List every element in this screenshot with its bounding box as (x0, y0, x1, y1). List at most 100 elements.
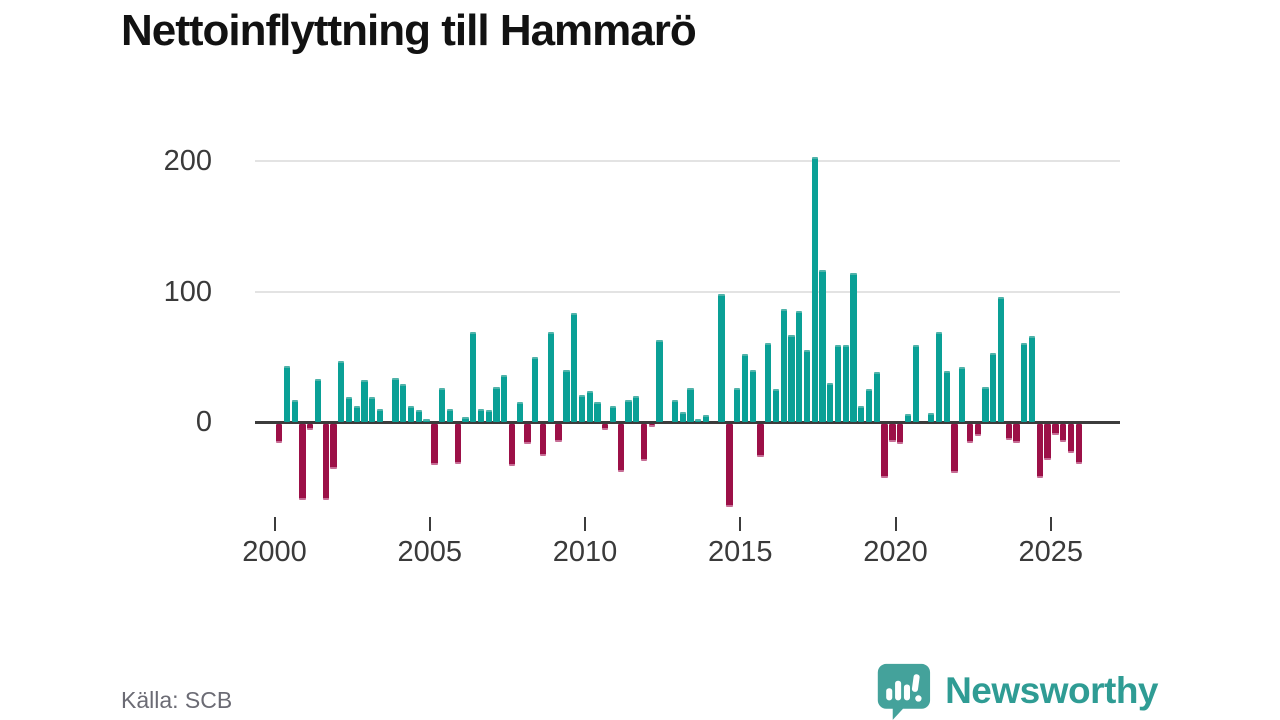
bar-2023-q3 (1005, 423, 1012, 441)
bar-2005-q2 (439, 388, 446, 422)
x-axis-label-2020: 2020 (863, 536, 928, 568)
x-axis-label-2000: 2000 (242, 536, 307, 568)
bar-2008-q1 (524, 423, 531, 445)
bar-2024-q3 (1036, 423, 1044, 479)
bar-2017-q1 (803, 350, 811, 422)
bar-2019-q2 (873, 372, 880, 422)
bar-2000-q2 (283, 365, 291, 422)
x-axis-label-2015: 2015 (707, 536, 773, 568)
bar-2025-q4 (1075, 423, 1082, 464)
bar-2007-q3 (508, 423, 516, 467)
bar-2007-q1 (493, 386, 500, 422)
bar-2009-q3 (570, 312, 578, 422)
newsworthy-wordmark: Newsworthy (945, 670, 1158, 711)
bar-2012-q2 (656, 339, 663, 422)
bar-2010-q3 (602, 423, 609, 430)
bar-2020-q1 (897, 423, 904, 445)
x-axis-tick-2025 (1049, 517, 1052, 531)
bar-2016-q3 (788, 334, 795, 422)
bar-2023-q1 (990, 352, 997, 422)
bar-2025-q3 (1067, 423, 1075, 454)
gridline-y-100 (255, 290, 1120, 293)
bar-2001-q1 (307, 423, 314, 430)
bar-2017-q4 (827, 382, 834, 422)
newsworthy-logo[interactable]: Newsworthy (875, 662, 1158, 720)
bar-2007-q2 (501, 375, 508, 422)
bar-2001-q4 (330, 423, 337, 469)
bar-2020-q2 (904, 414, 912, 422)
bar-2011-q3 (633, 395, 640, 422)
bar-2006-q4 (485, 410, 492, 422)
y-axis-label-0: 0 (195, 406, 212, 438)
bar-2015-q3 (757, 423, 764, 458)
bar-2018-q1 (834, 345, 842, 422)
x-axis-tick-2020 (894, 517, 897, 531)
gridline-y-200 (255, 160, 1120, 163)
chart-title: Nettoinflyttning till Hammarö (121, 6, 697, 55)
bar-2005-q4 (454, 423, 461, 464)
bar-2013-q3 (695, 419, 702, 422)
x-axis-label-2010: 2010 (552, 536, 618, 568)
bar-2005-q3 (446, 408, 454, 422)
bar-2000-q4 (299, 423, 306, 501)
bar-2023-q4 (1013, 423, 1020, 443)
bar-2003-q1 (369, 397, 376, 422)
bar-2009-q2 (563, 369, 570, 422)
bar-2021-q1 (928, 412, 935, 422)
bar-2002-q1 (338, 360, 345, 422)
bar-2007-q4 (516, 402, 523, 422)
x-axis-tick-2015 (739, 517, 742, 531)
x-axis-tick-2010 (584, 517, 586, 531)
bar-2024-q4 (1044, 423, 1051, 460)
bar-2014-q2 (718, 294, 725, 422)
bar-2023-q2 (997, 296, 1005, 422)
bar-2017-q2 (811, 157, 818, 422)
bar-2011-q4 (640, 423, 648, 462)
bar-2021-q2 (935, 332, 943, 422)
bar-2015-q4 (765, 342, 772, 422)
bar-2018-q4 (858, 406, 865, 422)
bar-2008-q3 (539, 423, 547, 456)
bar-2009-q1 (555, 423, 562, 442)
newsworthy-bubble-chart-icon (875, 662, 931, 720)
x-axis-tick-2005 (428, 517, 431, 531)
bar-2015-q1 (741, 354, 749, 422)
bar-2022-q3 (974, 423, 981, 437)
bar-2021-q4 (951, 423, 958, 473)
bar-2024-q2 (1028, 336, 1036, 422)
y-axis-label-100: 100 (163, 275, 212, 308)
bar-2001-q2 (314, 379, 322, 422)
bar-2024-q1 (1021, 342, 1028, 422)
bar-2010-q2 (594, 402, 601, 422)
bar-2016-q1 (772, 389, 780, 422)
bar-2006-q3 (477, 408, 485, 422)
bar-2015-q2 (749, 369, 756, 422)
bar-2012-q4 (671, 399, 679, 422)
bar-2010-q1 (586, 390, 593, 422)
bar-2018-q2 (842, 345, 849, 422)
bar-2025-q1 (1052, 423, 1059, 436)
bar-2016-q2 (780, 308, 787, 422)
bar-2019-q3 (881, 423, 888, 479)
bar-2013-q2 (687, 388, 694, 422)
bar-2018-q3 (850, 273, 857, 422)
bar-2003-q2 (376, 408, 384, 422)
x-axis-label-2005: 2005 (397, 536, 462, 568)
bar-2025-q2 (1060, 423, 1067, 442)
bar-2011-q2 (625, 399, 632, 422)
bar-2020-q3 (912, 345, 919, 422)
x-axis-tick-2000 (273, 517, 276, 531)
bar-2000-q3 (291, 399, 298, 422)
bar-2000-q1 (276, 423, 283, 443)
bar-2002-q2 (345, 397, 353, 422)
bar-2005-q1 (431, 423, 438, 465)
bar-2011-q1 (617, 423, 624, 472)
bar-2017-q3 (819, 269, 826, 422)
bar-2022-q1 (959, 367, 966, 422)
bar-2004-q3 (415, 410, 423, 422)
bar-2019-q4 (889, 423, 896, 442)
bar-2008-q4 (547, 332, 554, 422)
y-axis-label-200: 200 (163, 145, 212, 178)
x-axis-zero-line (255, 420, 1120, 424)
bar-2009-q4 (578, 394, 586, 422)
